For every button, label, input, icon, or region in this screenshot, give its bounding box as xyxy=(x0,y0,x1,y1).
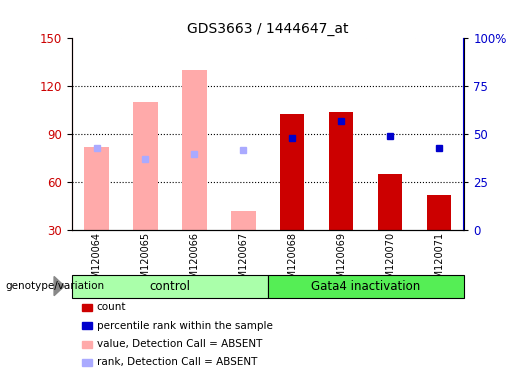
Text: Gata4 inactivation: Gata4 inactivation xyxy=(311,280,420,293)
Text: genotype/variation: genotype/variation xyxy=(5,281,104,291)
Bar xyxy=(133,103,158,230)
Bar xyxy=(415,38,464,230)
Bar xyxy=(329,112,353,230)
Bar xyxy=(378,174,402,230)
Bar xyxy=(72,38,121,230)
Bar xyxy=(317,38,366,230)
Bar xyxy=(280,114,304,230)
Bar xyxy=(121,38,170,230)
Text: value, Detection Call = ABSENT: value, Detection Call = ABSENT xyxy=(97,339,262,349)
Title: GDS3663 / 1444647_at: GDS3663 / 1444647_at xyxy=(187,22,349,36)
Text: rank, Detection Call = ABSENT: rank, Detection Call = ABSENT xyxy=(97,358,257,367)
Bar xyxy=(366,38,415,230)
Bar xyxy=(170,38,219,230)
Bar xyxy=(427,195,451,230)
Bar xyxy=(182,70,207,230)
Bar xyxy=(84,147,109,230)
Polygon shape xyxy=(54,276,64,296)
Text: control: control xyxy=(149,280,191,293)
Text: percentile rank within the sample: percentile rank within the sample xyxy=(97,321,273,331)
Bar xyxy=(268,38,317,230)
Bar xyxy=(231,211,255,230)
Text: count: count xyxy=(97,302,126,312)
Bar xyxy=(219,38,268,230)
